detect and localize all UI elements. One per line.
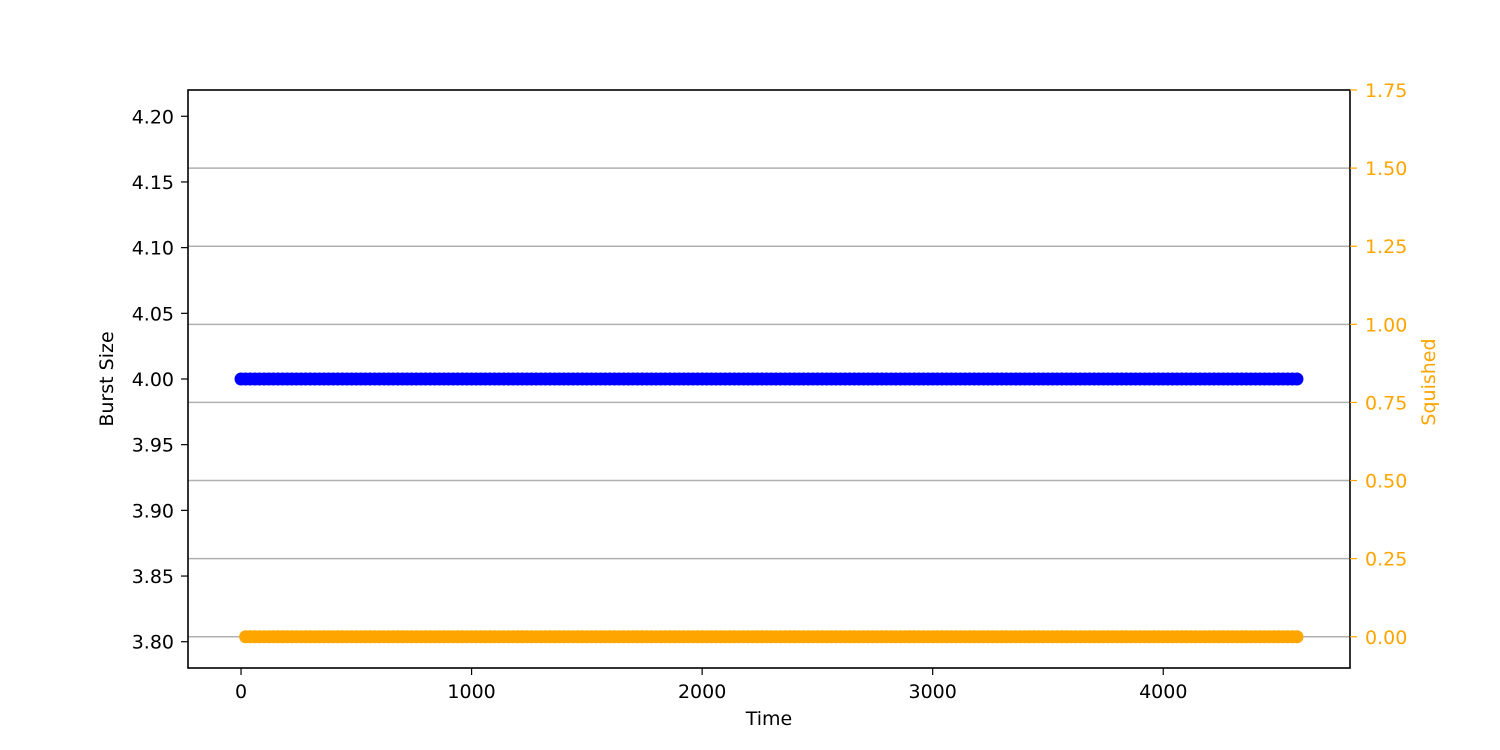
y-tick-label: 4.20 — [132, 106, 174, 128]
y-axis-right: 0.00 0.25 0.50 0.75 1.00 1.25 1.50 1.75 — [1350, 80, 1407, 649]
grid-layer — [188, 167, 1350, 638]
y-tick-label: 4.15 — [132, 172, 174, 194]
y2-tick-label: 1.00 — [1365, 314, 1407, 336]
y-tick-label: 4.10 — [132, 238, 174, 260]
y2-tick-label: 1.50 — [1365, 158, 1407, 180]
y-tick-label: 4.00 — [132, 369, 174, 391]
y-axis-left: 3.80 3.85 3.90 3.95 4.00 4.05 4.10 4.15 4.20 — [132, 106, 188, 654]
x-tick-label: 3000 — [909, 681, 957, 703]
points-layer — [234, 372, 1304, 644]
x-tick-label: 4000 — [1139, 681, 1187, 703]
y2-tick-label: 0.75 — [1365, 392, 1407, 414]
y2-tick-label: 1.25 — [1365, 236, 1407, 258]
y2-tick-label: 0.00 — [1365, 627, 1407, 649]
y2-tick-label: 1.75 — [1365, 80, 1407, 102]
x-axis-label: Time — [745, 708, 793, 730]
y-tick-label: 3.85 — [132, 566, 174, 588]
x-tick-label: 0 — [235, 681, 247, 703]
squished-point — [1290, 630, 1304, 644]
x-axis: 0 1000 2000 3000 4000 — [235, 668, 1187, 703]
y-tick-label: 3.90 — [132, 500, 174, 522]
y-axis-left-label: Burst Size — [96, 331, 118, 426]
y2-tick-label: 0.50 — [1365, 471, 1407, 493]
y2-tick-label: 0.25 — [1365, 549, 1407, 571]
y-tick-label: 3.80 — [132, 632, 174, 654]
x-tick-label: 1000 — [447, 681, 495, 703]
x-tick-label: 2000 — [678, 681, 726, 703]
y-tick-label: 4.05 — [132, 303, 174, 325]
burst-size-point — [1290, 372, 1304, 386]
y-tick-label: 3.95 — [132, 435, 174, 457]
y-axis-right-label: Squished — [1418, 338, 1440, 425]
